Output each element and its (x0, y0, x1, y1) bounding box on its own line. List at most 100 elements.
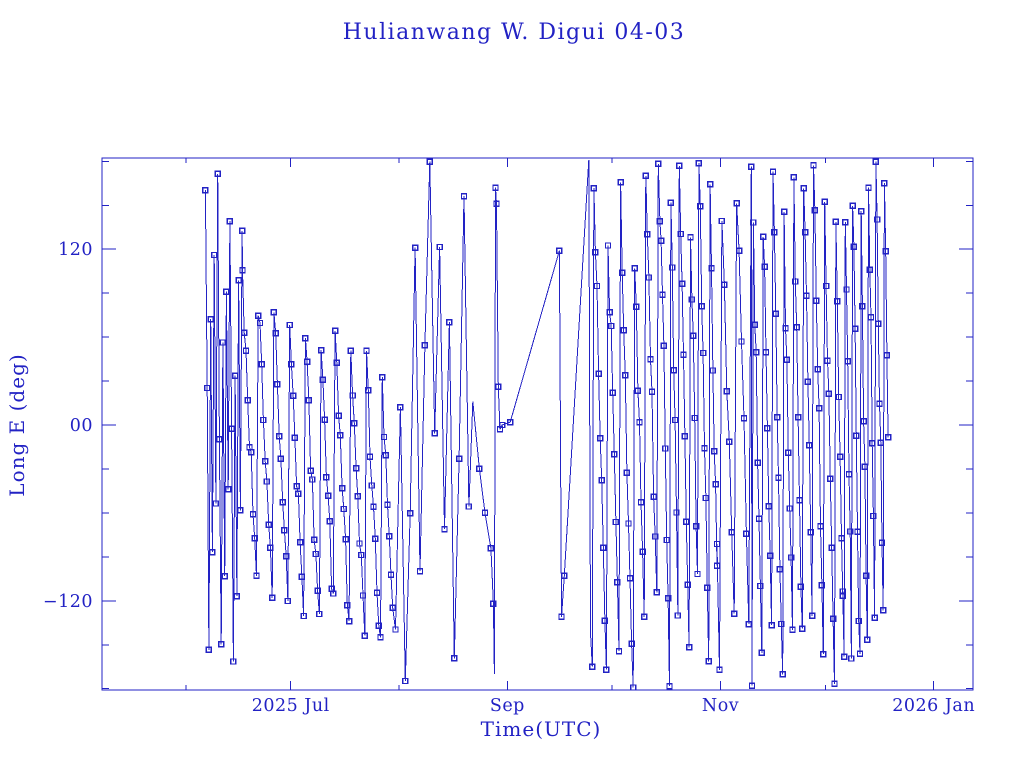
data-point-marker (407, 509, 414, 517)
x-tick-label: 2026 Jan (892, 696, 975, 716)
data-point-marker (789, 626, 796, 634)
data-point-marker (713, 562, 721, 569)
data-point-marker (824, 357, 831, 364)
data-point-marker (704, 584, 711, 591)
data-point-marker (716, 666, 723, 674)
data-point-marker (272, 330, 279, 337)
data-point-marker (867, 314, 875, 321)
data-point-marker (300, 612, 307, 620)
data-point-marker (851, 325, 859, 332)
data-point-marker (691, 414, 698, 422)
data-point-marker (330, 590, 337, 597)
data-point-marker (416, 567, 424, 575)
data-point-marker (721, 281, 728, 289)
data-point-marker (481, 509, 489, 517)
data-point-marker (750, 219, 757, 226)
data-point-marker (775, 474, 782, 481)
data-point-marker (882, 248, 889, 255)
data-point-marker (337, 432, 344, 439)
data-point-marker (345, 618, 353, 625)
data-point-marker (290, 392, 297, 399)
axes-frame (101, 157, 974, 691)
data-point-marker (590, 184, 598, 192)
data-point-marker (314, 587, 321, 595)
data-point-marker (753, 349, 760, 356)
data-point-marker (685, 644, 693, 651)
x-tick-label: 2025 Jul (252, 696, 330, 716)
data-point-marker (655, 160, 662, 168)
data-point-marker (277, 455, 285, 462)
data-point-marker (796, 496, 803, 504)
data-point-marker (254, 312, 262, 319)
data-point-marker (598, 477, 605, 484)
data-point-marker (283, 553, 290, 560)
data-point-marker (636, 418, 643, 426)
data-point-marker (302, 335, 309, 342)
data-point-marker (697, 202, 704, 210)
data-point-marker (628, 640, 635, 647)
data-point-marker (771, 229, 778, 236)
data-point-marker (650, 493, 657, 500)
data-point-marker (260, 416, 267, 424)
data-point-marker (589, 663, 596, 670)
data-point-marker (806, 442, 813, 449)
data-point-marker (839, 588, 846, 595)
data-point-marker (258, 361, 265, 368)
data-point-marker (284, 597, 292, 605)
data-point-marker (800, 185, 807, 192)
data-point-marker (835, 393, 842, 401)
data-point-marker (207, 315, 214, 323)
data-point-marker (839, 592, 846, 599)
data-point-marker (825, 390, 833, 397)
data-point-marker (441, 525, 448, 533)
data-point-marker (321, 416, 328, 423)
data-point-marker (705, 658, 712, 665)
data-point-marker (748, 682, 756, 689)
data-point-marker (634, 387, 642, 394)
data-point-marker (335, 412, 342, 419)
data-point-marker (214, 170, 221, 178)
data-point-marker (840, 653, 848, 660)
data-point-marker (667, 199, 675, 206)
data-point-marker (827, 475, 834, 482)
data-point-marker (370, 503, 377, 510)
data-point-marker (844, 358, 851, 365)
data-point-marker (726, 438, 733, 445)
data-point-marker (862, 572, 870, 580)
data-point-marker (706, 181, 714, 188)
data-point-marker (279, 499, 286, 506)
data-point-marker (387, 571, 395, 579)
data-point-marker (389, 604, 396, 611)
data-point-marker (758, 649, 765, 657)
data-point-marker (202, 186, 209, 194)
data-point-marker (876, 400, 883, 408)
data-point-marker (818, 582, 826, 589)
data-point-marker (377, 634, 384, 641)
data-point-marker (392, 626, 399, 633)
data-point-marker (860, 417, 867, 425)
data-point-marker (216, 436, 223, 443)
data-point-marker (233, 593, 241, 600)
data-point-marker (617, 179, 624, 186)
data-point-marker (347, 347, 354, 354)
data-point-marker (604, 242, 612, 249)
data-point-marker (240, 329, 248, 336)
data-point-marker (344, 601, 351, 609)
data-point-marker (821, 198, 828, 206)
data-point-marker (224, 486, 232, 493)
axis-ticks (102, 158, 973, 690)
data-point-marker (228, 425, 235, 433)
data-point-marker (831, 680, 838, 687)
data-point-marker (630, 684, 637, 690)
data-point-marker (807, 529, 814, 536)
data-point-marker (647, 355, 654, 363)
data-point-marker (786, 505, 793, 512)
data-point-marker (871, 614, 878, 622)
data-point-marker (731, 610, 738, 617)
data-point-marker (701, 445, 708, 452)
data-point-marker (426, 158, 433, 165)
data-point-marker (864, 636, 871, 643)
data-point-marker (397, 403, 404, 411)
data-point-marker (793, 324, 800, 331)
